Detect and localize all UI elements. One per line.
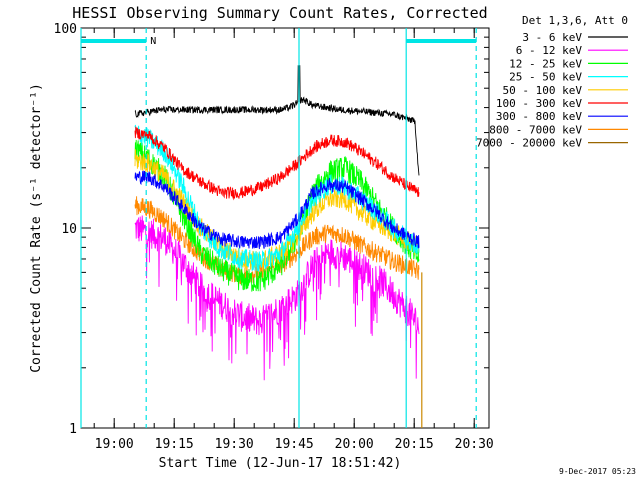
x-tick-label: 19:45 xyxy=(275,437,314,452)
x-tick-label: 19:00 xyxy=(95,437,134,452)
x-axis-label: Start Time (12-Jun-17 18:51:42) xyxy=(159,456,402,471)
y-axis-ticks: 1 10 100 xyxy=(54,22,489,437)
legend-label: 3 - 6 keV xyxy=(522,31,582,44)
x-tick-label: 19:30 xyxy=(215,437,254,452)
legend-label: 100 - 300 keV xyxy=(496,97,582,110)
y-tick-label: 1 xyxy=(69,422,77,437)
legend-header: Det 1,3,6, Att 0 xyxy=(522,14,628,27)
x-tick-label: 20:00 xyxy=(335,437,374,452)
legend-label: 300 - 800 keV xyxy=(496,110,582,123)
night-marker-label: N xyxy=(150,36,156,47)
x-tick-label: 19:15 xyxy=(155,437,194,452)
y-tick-label: 100 xyxy=(54,22,77,37)
y-axis-label: Corrected Count Rate (s⁻¹ detector⁻¹) xyxy=(29,83,44,373)
series-line-1 xyxy=(134,215,420,381)
x-tick-label: 20:30 xyxy=(455,437,494,452)
y-tick-label: 10 xyxy=(61,222,77,237)
chart-title: HESSI Observing Summary Count Rates, Cor… xyxy=(72,4,487,22)
series-line-5 xyxy=(134,126,420,201)
series-line-0 xyxy=(134,65,420,176)
series-line-6 xyxy=(134,170,420,250)
legend-label: 50 - 100 keV xyxy=(503,84,583,97)
legend-label: 12 - 25 keV xyxy=(509,57,582,70)
legend-label: 7000 - 20000 keV xyxy=(476,137,582,150)
series-line-4 xyxy=(134,149,420,271)
legend-label: 25 - 50 keV xyxy=(509,71,582,84)
footer-timestamp: 9-Dec-2017 05:23 xyxy=(559,467,636,476)
legend-label: 800 - 7000 keV xyxy=(489,123,582,136)
x-axis-ticks: 19:00 19:15 19:30 19:45 20:00 20:15 20:30 xyxy=(93,28,494,452)
legend-label: 6 - 12 keV xyxy=(516,44,583,57)
x-tick-label: 20:15 xyxy=(395,437,434,452)
